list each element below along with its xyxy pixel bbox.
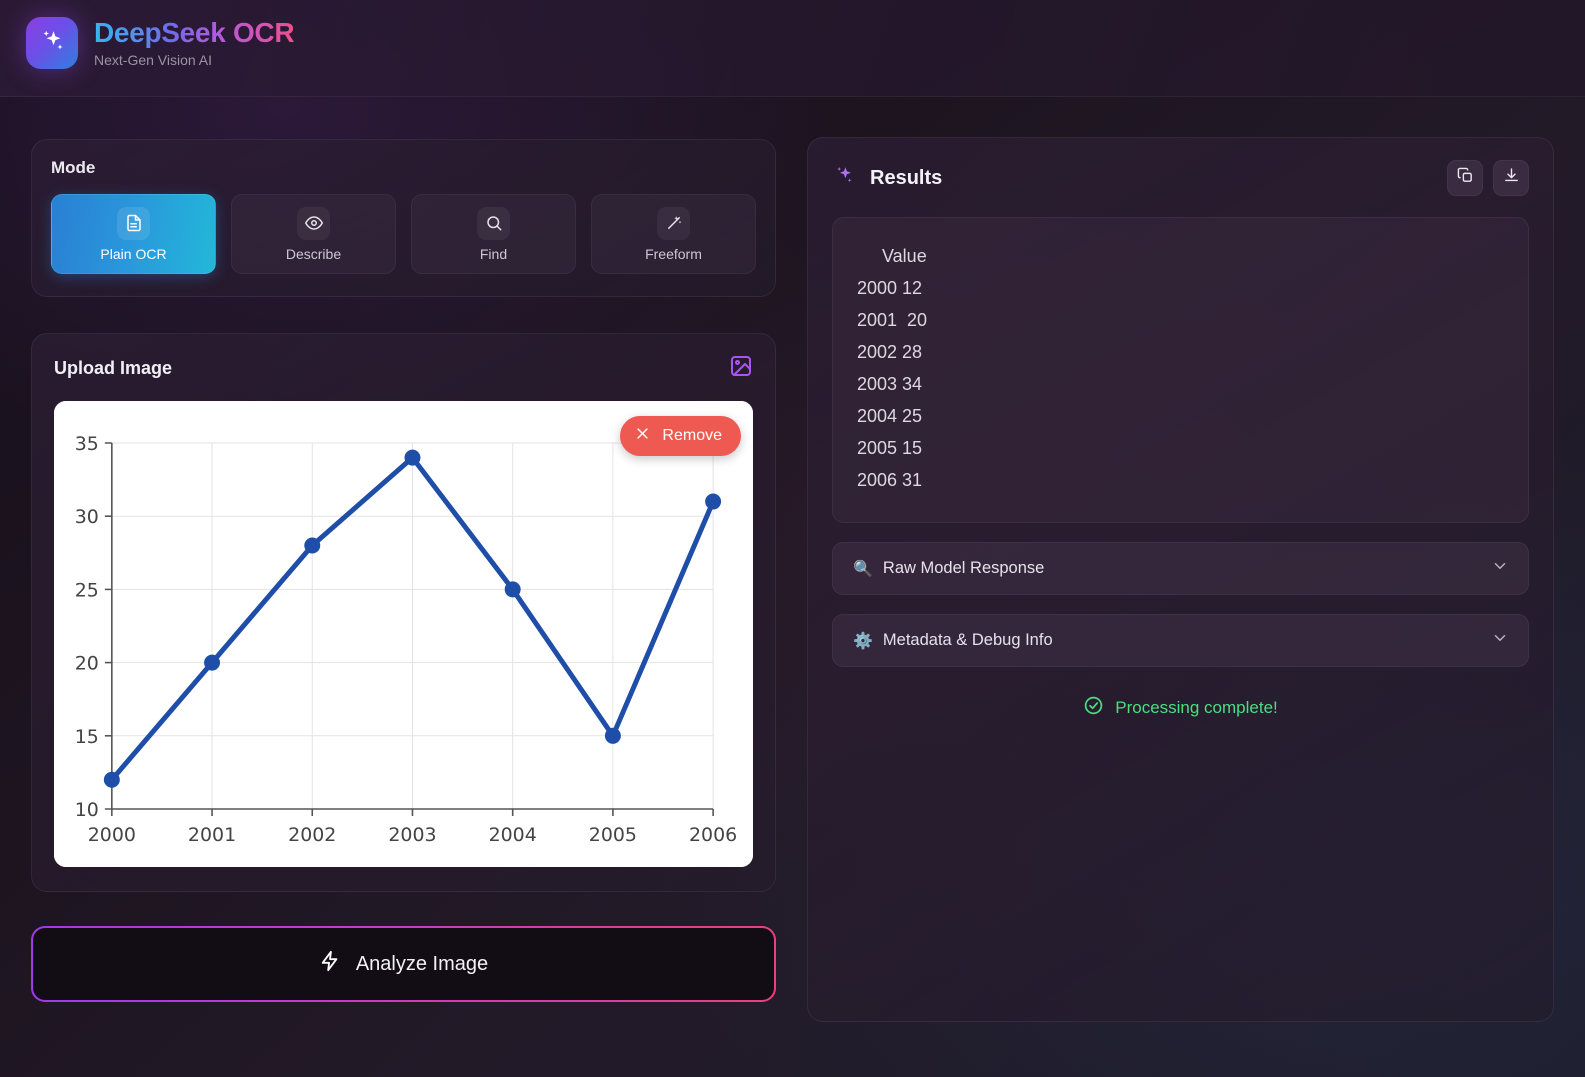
image-preview: 10 15 20 25 30 35 2000 2001 2002 2003 2004 2005 2006… <box>54 401 753 867</box>
svg-text:2002: 2002 <box>288 824 336 846</box>
mode-button-label: Find <box>479 245 508 262</box>
svg-text:35: 35 <box>75 433 99 455</box>
sparkle-icon <box>832 164 856 193</box>
brand-block: DeepSeek OCR Next-Gen Vision AI <box>26 16 295 69</box>
results-panel: Results <box>807 137 1554 1022</box>
svg-text:30: 30 <box>75 506 99 528</box>
document-icon <box>117 206 150 240</box>
svg-text:20: 20 <box>75 653 99 675</box>
mode-options: Plain OCR Describe <box>51 194 756 274</box>
svg-text:2000: 2000 <box>88 824 136 846</box>
mode-button-find[interactable]: Find <box>411 194 576 274</box>
check-circle-icon <box>1083 695 1104 721</box>
accordion-label: Raw Model Response <box>882 559 1045 577</box>
image-icon[interactable] <box>729 354 753 383</box>
mode-button-plain-ocr[interactable]: Plain OCR <box>51 194 216 274</box>
results-output-box: Value 2000 12 2001 20 2002 28 2003 34 20… <box>832 217 1529 523</box>
results-panel-title: Results <box>870 166 943 189</box>
mode-button-describe[interactable]: Describe <box>231 194 396 274</box>
accordion-raw-model-response[interactable]: 🔍 Raw Model Response <box>832 542 1529 595</box>
upload-panel-title: Upload Image <box>54 358 173 378</box>
mode-button-label: Describe <box>285 245 342 262</box>
eye-icon <box>297 206 330 240</box>
accordion-metadata-debug-info[interactable]: ⚙️ Metadata & Debug Info <box>832 614 1529 667</box>
svg-text:2003: 2003 <box>388 824 436 846</box>
results-header: Results <box>832 160 1529 196</box>
copy-icon <box>1457 167 1474 189</box>
close-icon <box>635 426 650 446</box>
right-column: Results <box>807 137 1554 1022</box>
chevron-down-icon <box>1491 629 1509 652</box>
chevron-down-icon <box>1491 557 1509 580</box>
mode-button-freeform[interactable]: Freeform <box>591 194 756 274</box>
copy-button[interactable] <box>1447 160 1483 196</box>
app-header: DeepSeek OCR Next-Gen Vision AI <box>0 0 1585 97</box>
magic-wand-icon <box>657 206 690 240</box>
status-text: Processing complete! <box>1115 698 1278 717</box>
svg-text:2006: 2006 <box>689 824 737 846</box>
search-icon <box>477 206 510 240</box>
left-column: Mode Plain OCR <box>31 139 776 1002</box>
page-title: DeepSeek OCR <box>94 17 295 48</box>
mode-button-label: Freeform <box>645 245 702 262</box>
mode-panel: Mode Plain OCR <box>31 139 776 297</box>
mode-button-label: Plain OCR <box>100 245 167 262</box>
svg-text:2001: 2001 <box>188 824 236 846</box>
magnifier-icon: 🔍 <box>853 560 873 578</box>
sparkle-icon <box>26 16 78 69</box>
svg-text:2004: 2004 <box>489 824 537 846</box>
download-button[interactable] <box>1493 160 1529 196</box>
lightning-icon <box>319 950 341 978</box>
svg-text:2005: 2005 <box>589 824 637 846</box>
svg-text:25: 25 <box>75 579 99 601</box>
accordion-label: Metadata & Debug Info <box>882 631 1053 649</box>
app-subtitle: Next-Gen Vision AI <box>94 52 213 68</box>
mode-panel-label: Mode <box>51 158 96 177</box>
analyze-image-button[interactable]: Analyze Image <box>33 928 774 1000</box>
download-icon <box>1503 167 1520 189</box>
svg-text:10: 10 <box>75 799 99 821</box>
gear-icon: ⚙️ <box>853 632 873 650</box>
uploaded-line-chart: 10 15 20 25 30 35 2000 2001 2002 2003 2004 2005 2006 <box>54 401 753 867</box>
svg-text:15: 15 <box>75 726 99 748</box>
analyze-image-label: Analyze Image <box>355 952 489 975</box>
upload-panel: Upload Image 10 15 20 25 30 35 2000 2001 2002 2 <box>31 333 776 892</box>
results-output-text: Value 2000 12 2001 20 2002 28 2003 34 20… <box>857 246 928 490</box>
remove-image-button[interactable]: Remove <box>620 416 741 456</box>
upload-panel-header: Upload Image <box>54 354 753 383</box>
status-message: Processing complete! <box>832 695 1529 721</box>
analyze-button-border: Analyze Image <box>31 926 776 1002</box>
remove-image-label: Remove <box>662 427 722 444</box>
